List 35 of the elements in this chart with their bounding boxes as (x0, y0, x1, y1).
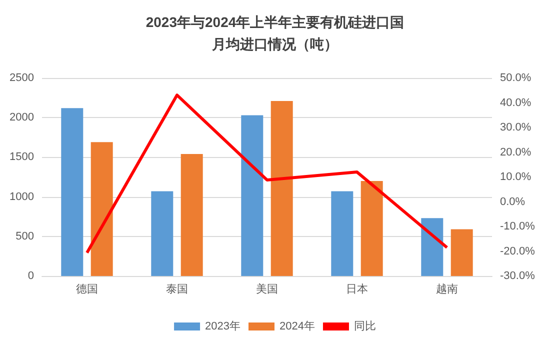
y2-tick-label: -10.0% (500, 220, 536, 232)
y-tick-label: 1500 (10, 151, 34, 164)
chart-title: 2023年与2024年上半年主要有机硅进口国月均进口情况（吨） (146, 14, 404, 52)
y2-tick-label: -20.0% (500, 245, 536, 258)
y2-tick-label: 40.0% (500, 96, 532, 109)
bar (331, 191, 354, 276)
y-tick-label: 1000 (10, 190, 34, 203)
bar (241, 115, 264, 276)
bar (421, 218, 444, 276)
x-tick-label: 德国 (76, 284, 98, 296)
bar (360, 180, 383, 276)
y-tick-label: 2500 (10, 72, 34, 84)
y-tick-label: 500 (16, 230, 34, 242)
y2-tick-label: 10.0% (500, 171, 532, 183)
bar (450, 229, 473, 276)
y2-tick-label: 50.0% (500, 72, 532, 84)
bar (90, 142, 113, 276)
y2-tick-label: -30.0% (500, 270, 536, 282)
bar (180, 154, 203, 276)
y-tick-label: 0 (28, 270, 34, 282)
bar (61, 108, 84, 276)
legend-label: 2023年 (205, 320, 241, 332)
bar (270, 100, 293, 276)
y2-tick-label: 30.0% (500, 122, 532, 134)
legend-label: 同比 (354, 320, 376, 332)
x-tick-label: 美国 (256, 282, 278, 296)
bar (151, 191, 174, 276)
legend-label: 2024年 (280, 320, 315, 332)
line-series (86, 94, 448, 254)
y-tick-label: 2000 (10, 112, 34, 124)
x-tick-label: 日本 (346, 282, 368, 296)
y2-tick-label: 0.0% (500, 196, 526, 208)
y2-tick-label: 20.0% (500, 146, 532, 158)
x-tick-label: 泰国 (166, 284, 188, 296)
x-tick-label: 越南 (436, 282, 458, 296)
